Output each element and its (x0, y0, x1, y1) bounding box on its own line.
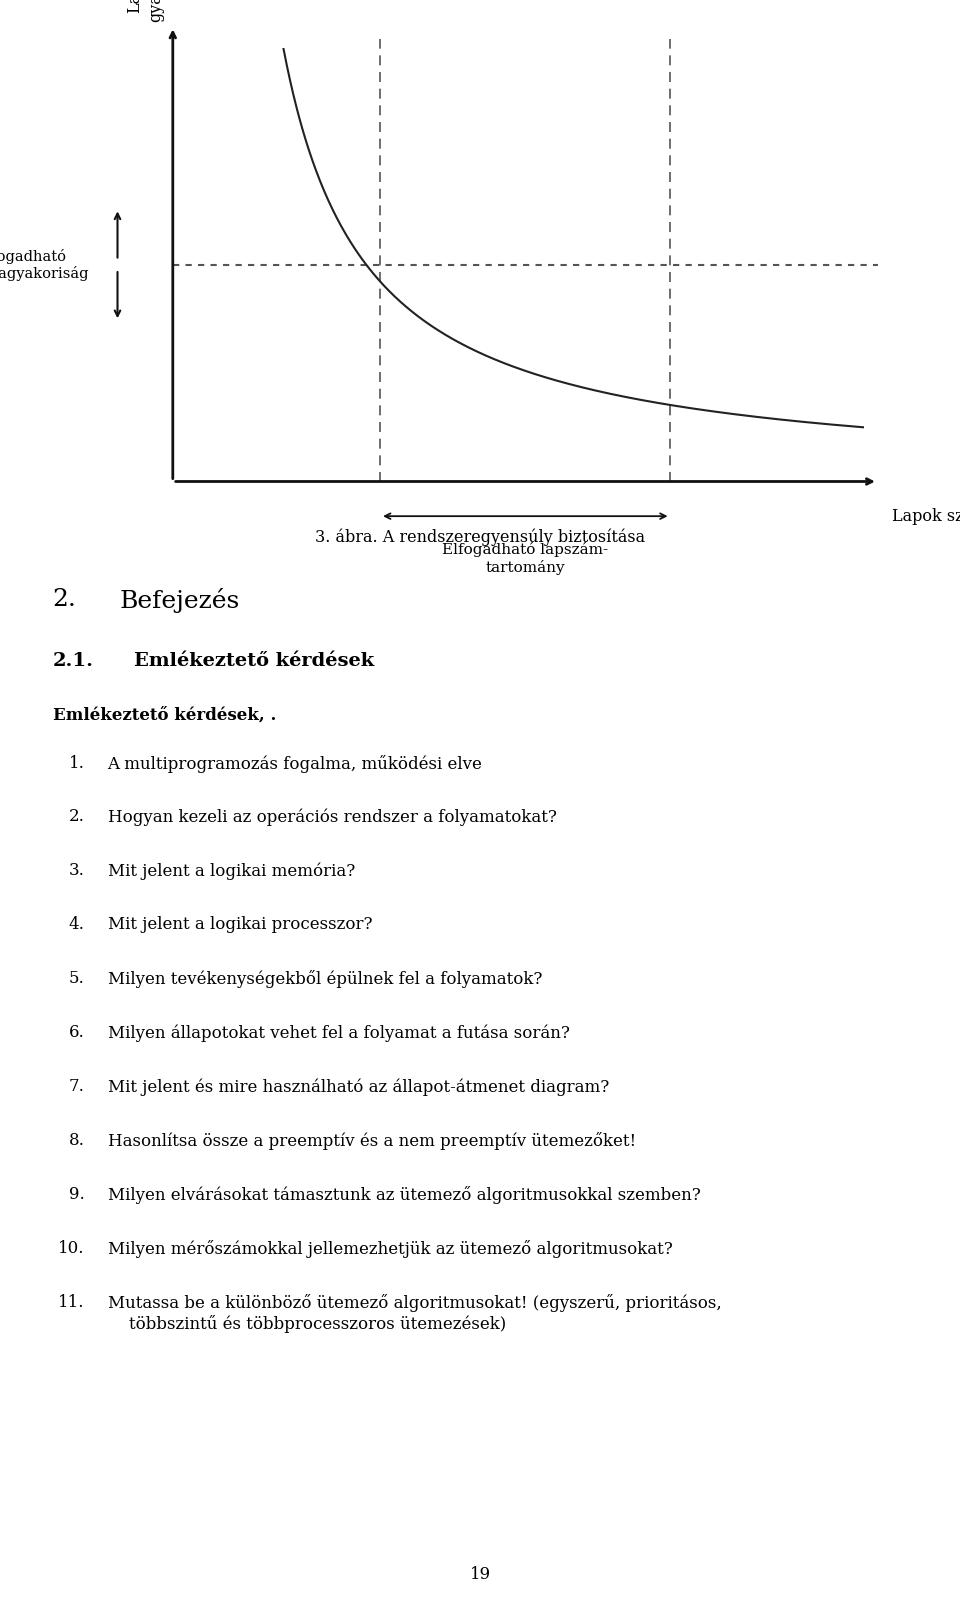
Text: Elfogadható
laphibagyakoriság: Elfogadható laphibagyakoriság (0, 249, 89, 281)
Text: A multiprogramozás fogalma, működési elve: A multiprogramozás fogalma, működési elv… (108, 754, 482, 772)
Text: 3. ábra. A rendszeregyensúly biztosítása: 3. ábra. A rendszeregyensúly biztosítása (315, 528, 645, 546)
Text: Mit jelent a logikai processzor?: Mit jelent a logikai processzor? (108, 916, 372, 933)
Text: Milyen mérőszámokkal jellemezhetjük az ütemező algoritmusokat?: Milyen mérőszámokkal jellemezhetjük az ü… (108, 1239, 672, 1258)
Text: 2.: 2. (68, 809, 84, 825)
Text: Mutassa be a különböző ütemező algoritmusokat! (egyszerű, prioritásos,
    többs: Mutassa be a különböző ütemező algoritmu… (108, 1294, 721, 1332)
Text: Laphiba-
gyakoriság: Laphiba- gyakoriság (127, 0, 164, 22)
Text: Hogyan kezeli az operációs rendszer a folyamatokat?: Hogyan kezeli az operációs rendszer a fo… (108, 809, 557, 827)
Text: Befejezés: Befejezés (120, 587, 240, 613)
Text: 6.: 6. (69, 1024, 84, 1042)
Text: 11.: 11. (58, 1294, 84, 1311)
Text: Milyen tevékenységekből épülnek fel a folyamatok?: Milyen tevékenységekből épülnek fel a fo… (108, 969, 541, 989)
Text: 2.: 2. (53, 587, 77, 612)
Text: Milyen elvárásokat támasztunk az ütemező algoritmusokkal szemben?: Milyen elvárásokat támasztunk az ütemező… (108, 1186, 700, 1204)
Text: Hasonlítsa össze a preemptív és a nem preemptív ütemezőket!: Hasonlítsa össze a preemptív és a nem pr… (108, 1132, 636, 1151)
Text: 2.1.: 2.1. (53, 652, 94, 671)
Text: Mit jelent a logikai memória?: Mit jelent a logikai memória? (108, 862, 355, 880)
Text: 4.: 4. (68, 916, 84, 933)
Text: 1.: 1. (68, 754, 84, 772)
Text: 8.: 8. (68, 1132, 84, 1149)
Text: 7.: 7. (68, 1079, 84, 1095)
Text: Emlékeztető kérdések, .: Emlékeztető kérdések, . (53, 706, 276, 724)
Text: 9.: 9. (69, 1186, 84, 1202)
Text: 10.: 10. (58, 1239, 84, 1257)
Text: Lapok száma: Lapok száma (892, 507, 960, 525)
Text: 19: 19 (469, 1565, 491, 1583)
Text: Emlékeztető kérdések: Emlékeztető kérdések (134, 652, 374, 671)
Text: 5.: 5. (69, 969, 84, 987)
Text: Elfogadható lapszám-
tartomány: Elfogadható lapszám- tartomány (443, 542, 609, 575)
Text: Mit jelent és mire használható az állapot-átmenet diagram?: Mit jelent és mire használható az állapo… (108, 1079, 609, 1096)
Text: 3.: 3. (68, 862, 84, 880)
Text: Milyen állapotokat vehet fel a folyamat a futása során?: Milyen állapotokat vehet fel a folyamat … (108, 1024, 569, 1042)
